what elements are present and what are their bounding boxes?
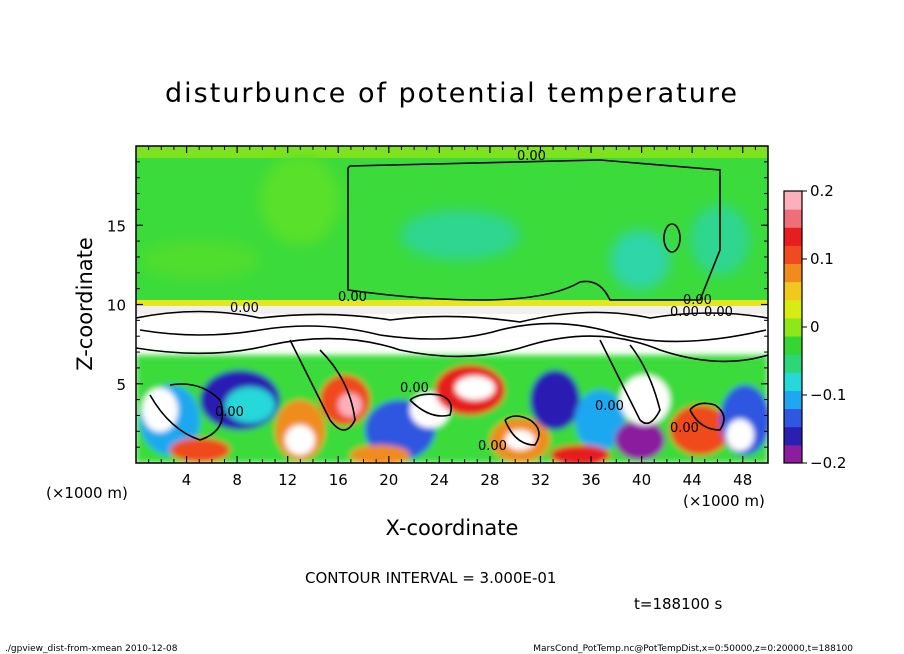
contour-label: 0.00 [595, 399, 624, 414]
x-tick-label: 24 [430, 471, 449, 489]
colorbar-swatch [784, 390, 802, 410]
x-tick-label: 28 [480, 471, 499, 489]
contour-label: 0.00 [670, 305, 699, 320]
y-tick-label: 5 [116, 376, 126, 394]
colorbar-tick-label: −0.2 [810, 454, 846, 472]
contour-label: 0.00 [215, 405, 244, 420]
x-tick-label: 16 [329, 471, 348, 489]
colorbar-swatch [784, 299, 802, 319]
boundary-band [136, 300, 768, 306]
y-tick-label: 15 [107, 217, 126, 235]
colorbar-swatch [784, 336, 802, 355]
contour-label: 0.00 [670, 421, 699, 436]
x-tick-label: 36 [581, 471, 600, 489]
x-tick-label: 48 [733, 471, 752, 489]
colorbar-swatch [784, 245, 802, 265]
contour-label: 0.00 [517, 149, 546, 164]
y-axis-unit: (×1000 m) [46, 484, 128, 502]
x-tick-label: 20 [379, 471, 398, 489]
colorbar-tick-label: −0.1 [810, 386, 846, 404]
contour-lines [136, 159, 768, 446]
contour-label: 0.00 [400, 381, 429, 396]
colorbar-swatch [784, 191, 802, 210]
y-tick-label: 10 [107, 297, 126, 315]
colorbar-swatch [784, 372, 802, 391]
contour-interval-text: CONTOUR INTERVAL = 3.000E-01 [305, 569, 556, 587]
time-text: t=188100 s [634, 595, 722, 613]
colorbar-swatch [784, 408, 802, 428]
x-tick-label: 40 [632, 471, 651, 489]
colorbar [783, 190, 803, 464]
y-axis-label: Z-coordinate [73, 237, 97, 371]
contour-label-group: 0.00 0.00 0.00 0.00 0.00 0.00 0.00 0.00 … [215, 149, 733, 454]
colorbar-swatch [784, 227, 802, 246]
x-axis-ticks: 4 8 12 16 20 24 28 32 36 40 44 48 [148, 146, 756, 489]
colorbar-tick-label: 0.1 [810, 250, 834, 268]
colorbar-swatch [784, 263, 802, 283]
x-axis-label: X-coordinate [386, 516, 519, 540]
contour-label: 0.00 [478, 439, 507, 454]
y-axis-ticks: 5 10 15 [107, 161, 768, 448]
upper-layer-top-band [136, 146, 768, 158]
contour-label: 0.00 [230, 301, 259, 316]
x-tick-label: 12 [278, 471, 297, 489]
heatmap-field: 0.00 0.00 0.00 0.00 0.00 0.00 0.00 0.00 … [136, 146, 768, 463]
x-tick-label: 8 [232, 471, 242, 489]
colorbar-swatch [784, 426, 802, 446]
colorbar-swatch [784, 209, 802, 228]
colorbar-tick-label: 0.2 [810, 182, 834, 200]
x-axis-unit: (×1000 m) [683, 492, 765, 510]
contour-label: 0.00 [704, 305, 733, 320]
footer-right: MarsCond_PotTemp.nc@PotTempDist,x=0:5000… [533, 644, 853, 654]
x-tick-label: 44 [683, 471, 702, 489]
contour-label: 0.00 [338, 290, 367, 305]
colorbar-swatch [784, 281, 802, 301]
colorbar-tick-label: 0 [810, 318, 820, 336]
colorbar-swatch [784, 444, 802, 464]
colorbar-swatch [784, 354, 802, 373]
footer-left: ./gpview_dist-from-xmean 2010-12-08 [5, 644, 178, 654]
x-tick-label: 4 [182, 471, 192, 489]
chart-title: disturbunce of potential temperature [165, 78, 739, 109]
colorbar-swatch [784, 317, 802, 337]
contour-label: 0.00 [683, 293, 712, 308]
x-tick-label: 32 [531, 471, 550, 489]
colorbar-ticks: 0.2 0.1 0 −0.1 −0.2 [802, 182, 846, 472]
